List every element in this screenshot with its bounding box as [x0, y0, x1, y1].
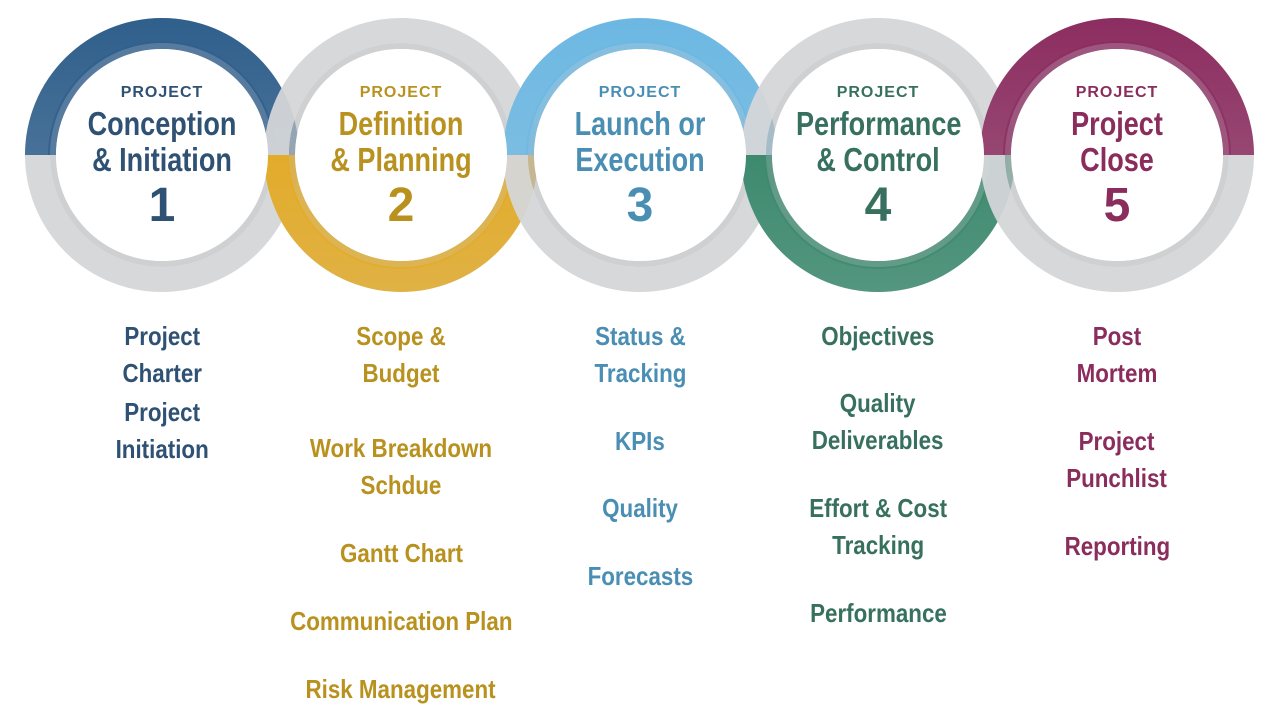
deliverable-item-text: Quality	[602, 493, 678, 523]
phase-number: 1	[148, 179, 176, 232]
phase-number: 4	[864, 179, 892, 232]
ring-colour-band	[503, 18, 777, 156]
deliverable-item-text: Communication Plan	[289, 606, 513, 636]
deliverable-item: Quality	[510, 490, 770, 527]
phase-title-line2: Close	[1080, 141, 1154, 178]
deliverable-item-text: Gantt Chart	[339, 538, 463, 568]
deliverable-item: Scope & Budget	[271, 318, 531, 392]
phase-center-disc-2	[295, 49, 507, 261]
deliverable-item: Reporting	[987, 528, 1247, 565]
deliverable-item-text: Status & Tracking	[594, 321, 686, 388]
ring-colour-band	[264, 155, 538, 292]
deliverable-item-text: Project Initiation	[115, 397, 209, 464]
phase-label-2: PROJECT Definition & Planning 2	[301, 84, 501, 234]
deliverable-item: Forecasts	[510, 558, 770, 595]
phase-center-disc-5	[1011, 49, 1223, 261]
deliverable-item-text: Scope & Budget	[356, 321, 446, 388]
deliverable-item-text: Project Punchlist	[1066, 426, 1168, 493]
phase-kicker: PROJECT	[1075, 84, 1159, 101]
phase-rings-diagram	[25, 18, 1254, 292]
ring-colour-band	[25, 18, 299, 155]
phase-kicker: PROJECT	[598, 84, 682, 101]
deliverable-item-text: Project Charter	[122, 321, 202, 388]
phase-center-disc-1	[56, 49, 268, 261]
ring-colour-band	[980, 18, 1254, 155]
deliverable-item: Gantt Chart	[271, 535, 531, 572]
deliverable-item-text: Risk Management	[305, 674, 497, 704]
deliverable-item: Status & Tracking	[510, 318, 770, 392]
phase-center-disc-4	[772, 49, 984, 261]
deliverable-item-text: Reporting	[1064, 531, 1170, 561]
phase-ring-5	[980, 18, 1254, 292]
phase-label-1: PROJECT Conception & Initiation 1	[62, 84, 262, 234]
deliverable-item: Effort & Cost Tracking	[748, 490, 1008, 564]
phase-title-line2: Execution	[575, 141, 705, 178]
deliverable-item: Post Mortem	[987, 318, 1247, 392]
deliverable-item: Project Punchlist	[987, 423, 1247, 497]
deliverable-item: Work Breakdown Schdue	[271, 430, 531, 504]
phase-kicker: PROJECT	[359, 84, 443, 101]
deliverable-item: Quality Deliverables	[748, 385, 1008, 459]
deliverable-item-text: Effort & Cost Tracking	[809, 493, 947, 560]
phase-kicker: PROJECT	[120, 84, 204, 101]
phase-title-line1: Performance	[796, 105, 962, 142]
phase-title-line2: & Planning	[330, 141, 472, 178]
phase-number: 3	[626, 179, 654, 232]
deliverable-item-text: KPIs	[615, 426, 665, 456]
deliverable-item-text: Objectives	[821, 321, 935, 351]
deliverable-item-text: Performance	[809, 598, 947, 628]
deliverable-item: Communication Plan	[271, 603, 531, 640]
deliverable-item: Performance	[748, 595, 1008, 632]
phase-label-5: PROJECT Project Close 5	[1017, 84, 1217, 234]
phase-label-4: PROJECT Performance & Control 4	[778, 84, 978, 234]
ring-colour-band	[741, 155, 1015, 292]
phase-title-line1: Project	[1071, 105, 1163, 142]
phase-number: 2	[387, 179, 415, 232]
phase-title-line1: Launch or	[574, 105, 706, 142]
deliverable-item-text: Post Mortem	[1076, 321, 1158, 388]
phase-number: 5	[1103, 179, 1131, 232]
deliverable-item: Project Charter	[32, 318, 292, 392]
phase-title-line1: Definition	[338, 105, 464, 142]
phase-label-3: PROJECT Launch or Execution 3	[540, 84, 740, 234]
deliverable-item-text: Quality Deliverables	[812, 388, 944, 455]
deliverable-item: Risk Management	[271, 671, 531, 708]
phase-kicker: PROJECT	[836, 84, 920, 101]
phase-title-line2: & Initiation	[92, 141, 232, 178]
phase-center-disc-3	[534, 49, 746, 261]
deliverable-item: Objectives	[748, 318, 1008, 355]
deliverable-item-text: Forecasts	[587, 561, 693, 591]
deliverable-item: Project Initiation	[32, 394, 292, 468]
deliverable-item: KPIs	[510, 423, 770, 460]
phase-title-line1: Conception	[87, 105, 237, 142]
phase-title-line2: & Control	[816, 141, 940, 178]
deliverable-item-text: Work Breakdown Schdue	[309, 433, 493, 500]
